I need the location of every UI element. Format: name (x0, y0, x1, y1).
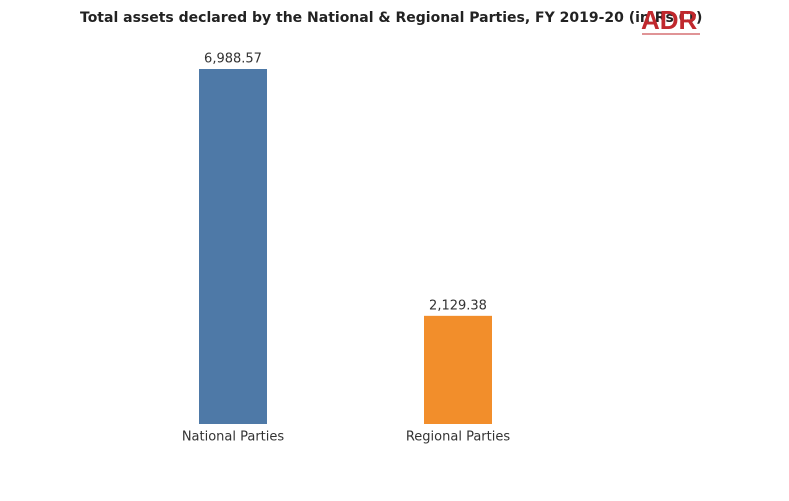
bar (424, 315, 492, 424)
value-label: 6,988.57 (204, 52, 262, 67)
value-label: 2,129.38 (429, 298, 487, 313)
chart-title: Total assets declared by the National & … (80, 10, 702, 26)
logo: ADR (641, 5, 698, 35)
x-tick-label: National Parties (182, 430, 285, 445)
x-tick-label: Regional Parties (406, 430, 510, 445)
bar (199, 69, 267, 424)
